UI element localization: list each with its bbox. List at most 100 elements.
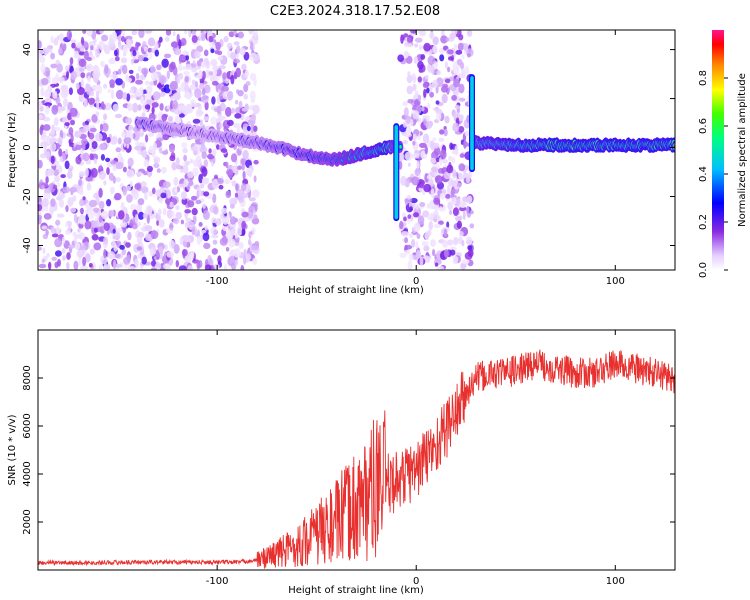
spectrogram-noise-cell	[66, 71, 69, 79]
spectrogram-noise-cell	[233, 58, 240, 64]
spectrogram-noise-cell	[452, 169, 457, 179]
spectrogram-noise-cell	[185, 160, 191, 166]
spectrogram-noise-cell	[73, 54, 81, 59]
spectrogram-noise-cell	[464, 130, 469, 137]
spectrogram-noise-cell	[444, 115, 450, 124]
snr-ytick-label: 2000	[22, 509, 33, 534]
spectrogram-noise-cell	[449, 249, 456, 256]
spectrogram-noise-cell	[38, 263, 47, 269]
spectrogram-noise-cell	[56, 63, 63, 73]
spectrogram-noise-cell	[198, 190, 205, 197]
spectrogram-noise-cell	[420, 54, 426, 60]
spectrogram-noise-cell	[414, 43, 419, 48]
spectrogram-noise-cell	[451, 150, 458, 155]
spectrogram-noise-cell	[212, 239, 218, 245]
spectrogram-noise-cell	[183, 30, 188, 35]
spectrogram-noise-cell	[119, 244, 125, 250]
spectrogram-noise-cell	[100, 101, 105, 110]
spectrogram-noise-cell	[419, 30, 426, 37]
spectrogram-noise-cell	[112, 235, 121, 240]
spectrogram-noise-cell	[73, 260, 79, 270]
spectrogram-noise-cell	[452, 122, 460, 132]
spectrogram-noise-cell	[71, 39, 77, 44]
spectrogram-noise-cell	[192, 159, 199, 167]
spectrogram-noise-cell	[48, 261, 52, 270]
spectrogram-noise-cell	[126, 103, 134, 112]
spectrogram-noise-cell	[241, 228, 246, 236]
spectrogram-noise-cell	[117, 137, 122, 145]
spectrogram-noise-cell	[430, 188, 435, 198]
spectrogram-noise-cell	[427, 55, 436, 66]
spectrogram-noise-cell	[222, 91, 229, 100]
spectrogram-noise-cell	[43, 213, 52, 220]
spectrogram-noise-cell	[135, 41, 139, 51]
spectrogram-noise-cell	[81, 143, 86, 151]
spectrogram-noise-cell	[136, 202, 143, 212]
spectrogram-noise-cell	[432, 36, 439, 45]
spectrogram-noise-cell	[130, 203, 138, 212]
spectrogram-noise-cell	[466, 52, 471, 58]
spectrogram-noise-cell	[458, 163, 466, 172]
spectrogram-noise-cell	[148, 51, 153, 60]
spectrogram-noise-cell	[56, 182, 61, 188]
spectrogram-noise-cell	[98, 215, 102, 223]
spectrogram-noise-cell	[212, 148, 217, 157]
colorbar: 0.0 0.2 0.4 0.6 0.8 Normalized spectral ampl…	[698, 30, 748, 278]
spectrogram-noise-cell	[170, 61, 176, 70]
spectrogram-noise-cell	[432, 210, 439, 220]
spectrogram-noise-cell	[237, 165, 243, 170]
spectrogram-noise-cell	[455, 49, 463, 55]
spectrogram-noise-cell	[141, 112, 146, 118]
spectrogram-noise-cell	[421, 240, 426, 247]
spectrogram-frame	[37, 29, 676, 271]
spectrogram-noise-cell	[210, 48, 215, 54]
spectrogram-noise-cell	[130, 59, 134, 65]
spectrogram-xtick-label: -100	[206, 276, 229, 287]
spectrogram-noise-cell	[234, 113, 242, 119]
spectrogram-noise-cell	[170, 95, 175, 101]
spectrogram-noise-cell	[89, 127, 97, 133]
spectrogram-noise-cell	[145, 91, 153, 101]
spectrogram-noise-cell	[50, 129, 55, 136]
spectrogram-noise-cell	[70, 71, 78, 80]
spectrogram-noise-cell	[168, 239, 176, 250]
spectrogram-noise-cell	[241, 63, 247, 71]
spectrogram-noise-cell	[193, 215, 197, 225]
spectrogram-noise-cell	[233, 30, 237, 36]
spectrogram-noise-cell	[234, 259, 239, 266]
spectrogram-noise-cell	[50, 35, 54, 44]
spectrogram-noise-cell	[104, 102, 112, 111]
snr-xtick-label: 100	[606, 576, 625, 587]
spectrogram-noise-cell	[444, 78, 451, 84]
spectrogram-noise-cell	[143, 159, 150, 168]
spectrogram-noise-cell	[191, 207, 198, 216]
spectrogram-noise-cell	[180, 219, 185, 225]
spectrogram-noise-cell	[154, 41, 159, 51]
spectrogram-noise-cell	[203, 159, 208, 168]
spectrogram-noise-cell	[449, 210, 453, 215]
spectrogram-noise-cell	[411, 109, 416, 115]
spectrogram-noise-cell	[137, 66, 142, 72]
spectrogram-noise-cell	[427, 229, 432, 237]
spectrogram-noise-cell	[406, 43, 413, 48]
spectrogram-noise-cell	[103, 236, 109, 245]
spectrogram-noise-cell	[453, 78, 460, 88]
spectrogram-noise-cell	[79, 198, 85, 207]
snr-panel: -100 0 100 2000 4000 6000 8000 Height of strai…	[7, 329, 676, 596]
spectrogram-noise-cell	[407, 162, 411, 167]
spectrogram-noise-cell	[204, 101, 209, 111]
spectrogram-noise-cell	[162, 133, 170, 141]
spectrogram-noise-cell	[402, 121, 408, 128]
spectrogram-noise-cell	[201, 32, 206, 42]
spectrogram-noise-cell	[51, 104, 59, 115]
spectrogram-noise-cell	[169, 201, 174, 208]
spectrogram-noise-cell	[445, 193, 451, 199]
spectrogram-noise-cell	[125, 242, 131, 248]
spectrogram-noise-cell	[169, 155, 176, 162]
snr-ytick-label: 6000	[22, 413, 33, 438]
spectrogram-noise-cell	[190, 146, 198, 152]
spectrogram-noise-cell	[175, 260, 179, 268]
spectrogram-noise-cell	[224, 178, 230, 185]
spectrogram-noise-cell	[419, 183, 424, 189]
spectrogram-noise-cell	[150, 230, 159, 240]
